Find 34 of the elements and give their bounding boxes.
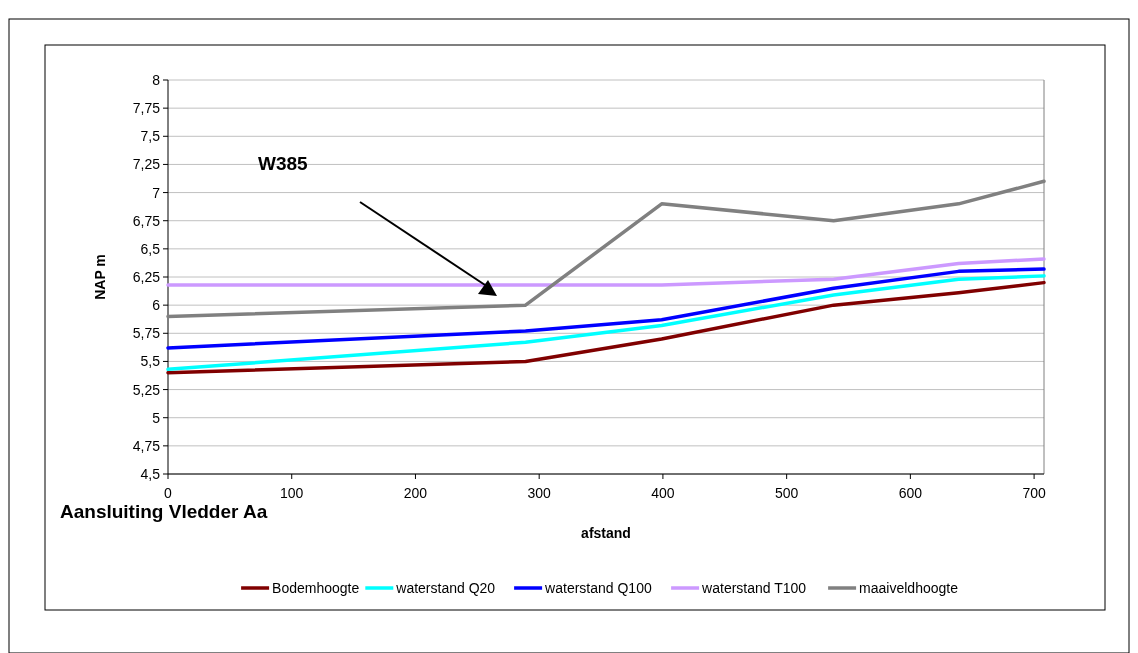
x-tick-label: 400	[651, 485, 675, 501]
y-tick-label: 5	[152, 409, 161, 426]
legend-label: maaiveldhoogte	[859, 580, 959, 596]
y-tick-label: 5,5	[140, 353, 161, 370]
x-axis-title: afstand	[581, 525, 631, 541]
annotation: W385	[258, 153, 309, 174]
y-tick-label: 6,75	[132, 212, 161, 229]
line-series	[166, 267, 1046, 350]
y-tick-label: 7,25	[132, 156, 161, 173]
y-axis-title: NAP m	[92, 254, 108, 300]
x-tick-label: 200	[403, 485, 428, 501]
y-tick-label: 4,75	[132, 437, 161, 454]
line-series	[166, 257, 1046, 287]
x-tick-label: 500	[774, 485, 799, 501]
x-tick-label: 100	[280, 485, 304, 501]
y-tick-label: 7,75	[132, 100, 161, 117]
text: Aansluiting Vledder Aa	[60, 501, 268, 522]
y-tick-label: 6	[152, 297, 161, 314]
y-tick-label: 5,75	[132, 325, 161, 342]
y-tick-label: 6,5	[140, 240, 161, 257]
legend-label: waterstand T100	[701, 580, 807, 596]
x-tick-label: 600	[898, 485, 923, 501]
y-tick-label: 8	[152, 72, 161, 88]
y-tick-label: 7,5	[140, 128, 161, 145]
x-tick-label: 300	[527, 485, 552, 501]
x-tick-label: 700	[1022, 485, 1046, 501]
x-tick-label: 0	[164, 485, 173, 501]
y-tick-label: 4,5	[140, 466, 161, 482]
y-tick-label: 5,25	[132, 381, 161, 398]
y-tick-label: 6,25	[132, 269, 161, 285]
legend-label: waterstand Q100	[544, 580, 652, 596]
legend-label: waterstand Q20	[395, 580, 496, 596]
y-tick-label: 7	[152, 184, 161, 201]
legend-label: Bodemhoogte	[272, 580, 360, 596]
